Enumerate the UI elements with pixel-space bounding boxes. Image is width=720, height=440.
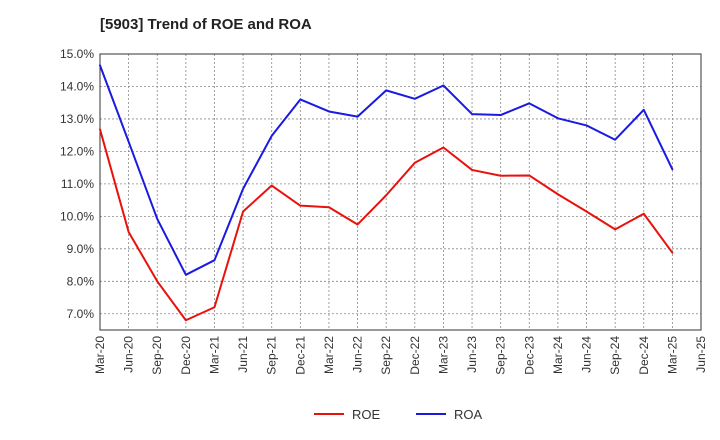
y-tick-label: 15.0% xyxy=(60,47,94,61)
x-tick-label: Sep-24 xyxy=(608,336,622,375)
axes: 7.0% 8.0% 9.0% 10.0% 11.0% 12.0% 13.0% 14.0% 15.… xyxy=(60,47,708,375)
y-tick-label: 14.0% xyxy=(60,79,94,93)
x-tick-label: Sep-23 xyxy=(494,336,508,375)
x-tick-label: Jun-23 xyxy=(465,336,479,373)
x-tick-label: Jun-22 xyxy=(351,336,365,373)
y-tick-label: 8.0% xyxy=(67,274,95,288)
x-tick-label: Mar-20 xyxy=(93,336,107,374)
x-tick-label: Mar-24 xyxy=(551,336,565,374)
x-tick-label: Sep-21 xyxy=(265,336,279,375)
series-line-roe xyxy=(99,128,674,322)
plot-area xyxy=(100,54,701,330)
y-tick-label: 10.0% xyxy=(60,209,94,223)
series xyxy=(99,64,674,322)
x-tick-label: Dec-24 xyxy=(637,336,651,375)
series-line-roa xyxy=(99,64,674,276)
x-tick-label: Jun-20 xyxy=(122,336,136,373)
x-tick-label: Jun-21 xyxy=(236,336,250,373)
x-tick-label: Dec-21 xyxy=(293,336,307,375)
legend-label-roe: ROE xyxy=(352,407,381,422)
y-tick-label: 7.0% xyxy=(67,307,95,321)
x-tick-label: Mar-21 xyxy=(207,336,221,374)
y-tick-label: 13.0% xyxy=(60,112,94,126)
chart-title: [5903] Trend of ROE and ROA xyxy=(100,16,312,33)
x-tick-label: Sep-22 xyxy=(379,336,393,375)
x-tick-label: Mar-22 xyxy=(322,336,336,374)
x-tick-label: Dec-23 xyxy=(522,336,536,375)
x-tick-label: Mar-23 xyxy=(436,336,450,374)
legend-label-roa: ROA xyxy=(454,407,483,422)
y-tick-label: 11.0% xyxy=(61,177,94,191)
x-tick-label: Jun-25 xyxy=(694,336,708,373)
x-tick-label: Mar-25 xyxy=(665,336,679,374)
x-tick-label: Dec-20 xyxy=(179,336,193,375)
plot-border xyxy=(99,53,702,331)
legend: ROE ROA xyxy=(314,407,483,422)
x-tick-label: Sep-20 xyxy=(150,336,164,375)
x-tick-label: Jun-24 xyxy=(580,336,594,373)
y-tick-label: 9.0% xyxy=(67,242,95,256)
y-tick-label: 12.0% xyxy=(60,144,94,158)
x-tick-label: Dec-22 xyxy=(408,336,422,375)
